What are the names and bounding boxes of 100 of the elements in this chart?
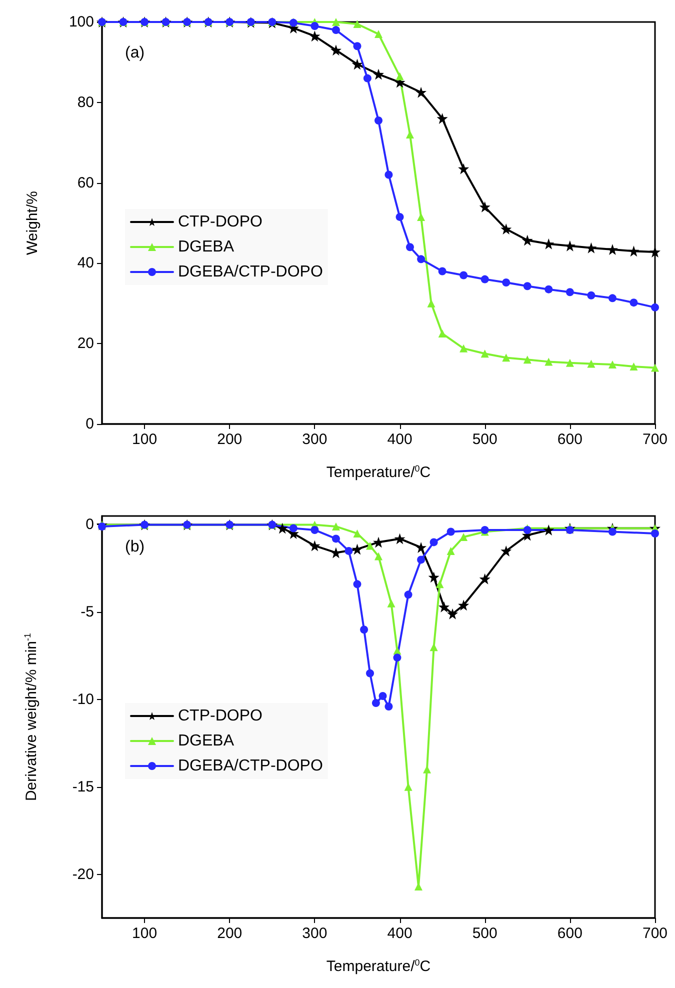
point	[353, 20, 362, 28]
point	[360, 626, 368, 634]
point	[352, 58, 363, 70]
point	[378, 692, 387, 700]
x-tick-label: 500	[472, 431, 498, 448]
x-tick-label: 200	[217, 431, 242, 448]
point	[447, 608, 458, 620]
point	[373, 68, 384, 80]
legend-label: DGEBA/CTP-DOPO	[178, 264, 323, 280]
point	[438, 330, 446, 338]
point	[416, 542, 427, 553]
point	[523, 282, 532, 290]
point	[387, 599, 396, 608]
point	[373, 536, 384, 548]
x-tick-label: 100	[132, 431, 158, 448]
point	[353, 42, 362, 50]
y-tick-label: -10	[72, 691, 94, 708]
point	[374, 552, 382, 560]
point	[374, 116, 382, 124]
point	[384, 702, 393, 711]
point	[544, 358, 553, 366]
point	[502, 354, 510, 362]
point	[332, 534, 340, 543]
point	[502, 278, 510, 286]
point	[430, 643, 438, 652]
point	[606, 244, 618, 256]
annotation: (b)	[125, 538, 145, 556]
point	[458, 600, 470, 611]
x-tick-label: 600	[557, 431, 582, 448]
point	[460, 271, 468, 280]
point	[289, 524, 298, 532]
point	[608, 528, 616, 536]
y-tick-label: -15	[72, 778, 94, 796]
legend-label: DGEBA	[178, 732, 234, 750]
y-tick-label: 20	[77, 335, 94, 352]
point	[608, 294, 616, 302]
y-tick-label: 80	[77, 94, 94, 111]
point	[458, 163, 470, 174]
point	[309, 540, 320, 552]
point	[522, 234, 533, 246]
point	[436, 580, 444, 588]
legend-label: CTP-DOPO	[178, 708, 262, 724]
point	[544, 285, 553, 294]
point	[480, 275, 489, 284]
point	[480, 350, 489, 358]
annotation: (a)	[125, 44, 145, 62]
point	[330, 547, 342, 558]
point	[363, 74, 372, 82]
point	[630, 362, 638, 371]
y-tick-label: 40	[77, 254, 94, 272]
point	[500, 224, 512, 235]
x-tick-label: 400	[387, 431, 412, 448]
point	[428, 572, 440, 583]
x-tick-label: 700	[642, 925, 668, 942]
point	[523, 356, 532, 364]
point	[566, 358, 574, 367]
point	[310, 22, 319, 30]
y-tick-label: 60	[77, 174, 94, 192]
point	[566, 288, 574, 296]
point	[353, 580, 362, 588]
x-tick-label: 600	[557, 925, 582, 942]
point	[630, 298, 638, 307]
y-tick-label: 0	[86, 516, 94, 534]
point	[396, 212, 404, 221]
point	[460, 344, 468, 352]
point	[366, 542, 374, 550]
point	[332, 18, 340, 26]
point	[543, 524, 554, 536]
point	[500, 545, 512, 556]
point	[427, 299, 436, 308]
y-axis-title: Derivative weight/% min-1	[22, 632, 40, 802]
point	[651, 364, 659, 372]
point	[406, 243, 414, 252]
point	[352, 544, 363, 555]
point	[332, 26, 340, 34]
point	[366, 669, 374, 678]
point	[479, 573, 490, 584]
point	[438, 267, 446, 276]
point	[332, 522, 340, 530]
point	[587, 291, 596, 300]
point	[479, 201, 490, 212]
x-tick-label: 300	[302, 431, 328, 448]
x-tick-label: 700	[642, 431, 668, 448]
point	[393, 654, 402, 662]
point	[416, 86, 427, 98]
point	[608, 360, 616, 369]
x-tick-label: 400	[387, 925, 412, 942]
point	[446, 546, 455, 555]
y-tick-label: -20	[72, 866, 94, 883]
point	[276, 522, 288, 534]
point	[309, 30, 320, 42]
point	[417, 556, 426, 564]
point	[460, 532, 468, 541]
point	[396, 72, 404, 80]
point	[406, 130, 414, 139]
y-tick-label: 0	[86, 416, 94, 432]
legend-label: CTP-DOPO	[178, 214, 262, 230]
point	[344, 546, 353, 555]
y-tick-label: 100	[68, 14, 94, 30]
x-tick-label: 100	[132, 925, 158, 942]
